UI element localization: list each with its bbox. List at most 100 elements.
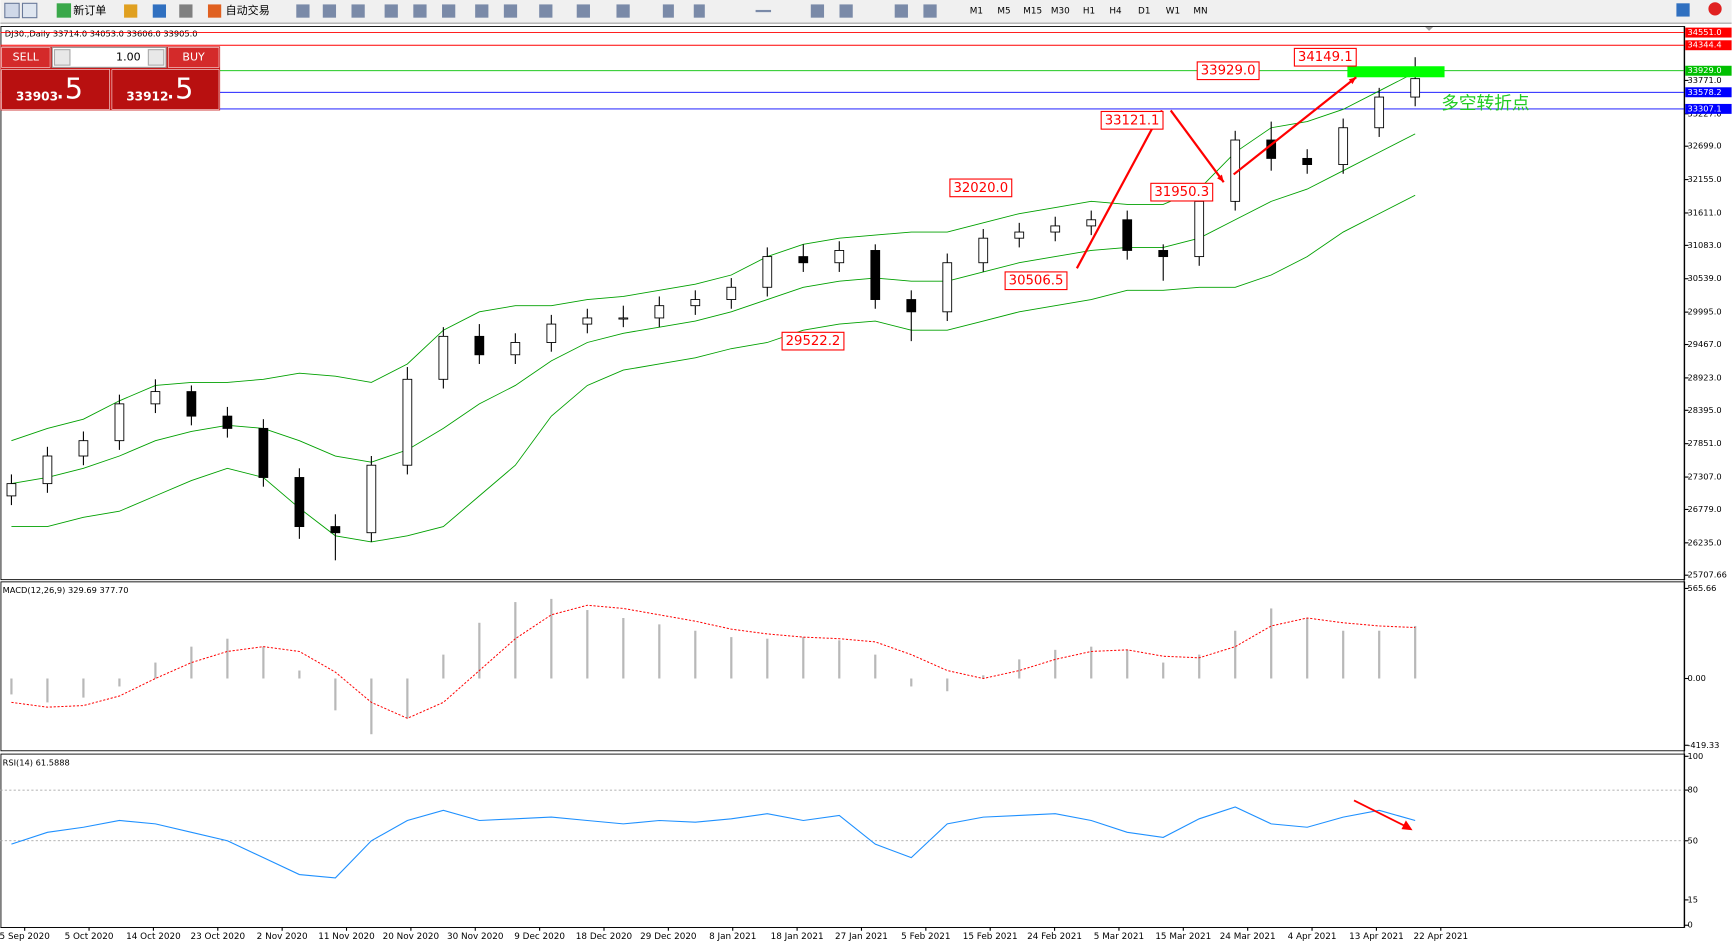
candle-body [438,335,449,380]
x-tick-label: 24 Mar 2021 [1220,932,1276,942]
timeframe-button[interactable]: MN [1193,7,1207,17]
tool-icon[interactable] [810,4,825,18]
candle-body [42,455,53,485]
timeframe-button[interactable]: W1 [1166,7,1180,17]
candle-body [618,317,629,320]
auto-trading-icon[interactable] [207,4,222,18]
candle-body [1338,127,1349,165]
candle-body [942,262,953,313]
macd-bar [1378,630,1381,679]
macd-bar [298,670,301,679]
price-annotation-box [1100,110,1164,130]
price-label: 33578.2 [1687,87,1721,97]
y-tick-label: 32699.0 [1687,141,1721,151]
macd-bar [154,662,157,679]
price-annotation-box [1004,271,1068,291]
price-label: 33929.0 [1687,65,1721,75]
tool-icon[interactable] [21,2,38,19]
buy-button[interactable] [167,47,220,68]
candle-body [582,317,593,325]
tool-icon[interactable] [322,4,337,18]
tool-icon[interactable] [662,4,674,18]
macd-bar [946,678,949,692]
x-tick-label: 18 Dec 2020 [576,932,633,942]
macd-bar [730,637,733,679]
buy-label: BUY [182,50,205,63]
tool-icon[interactable] [179,4,193,18]
tool-icon[interactable] [442,4,456,18]
lot-input[interactable] [51,46,167,68]
tool-icon[interactable] [413,4,427,18]
timeframe-button[interactable]: M5 [997,7,1010,17]
trend-arrow [1169,109,1225,183]
candle-body [906,299,917,313]
ask-fraction: .5 [166,72,193,106]
trend-arrow [1353,799,1408,828]
tool-icon[interactable] [894,4,908,18]
tool-icon[interactable] [152,4,167,18]
x-tick-label: 2 Nov 2020 [257,932,308,942]
timeframe-button[interactable]: M30 [1051,7,1070,17]
macd-bar [226,638,229,679]
price-annotation-box [1293,47,1357,67]
price-annotation: 30506.5 [1009,274,1064,289]
y-tick-label: 15 [1687,894,1698,904]
lot-down[interactable] [53,49,71,66]
macd-bar [874,654,877,679]
buy-price-box[interactable] [111,69,220,110]
tool-icon[interactable] [384,4,398,18]
macd-bar [46,678,49,703]
sell-button[interactable] [1,47,51,68]
timeframe-button[interactable]: M1 [970,7,983,17]
tool-icon[interactable] [351,4,365,18]
search-icon[interactable] [1676,3,1690,17]
candle-body [222,415,233,429]
new-order-icon[interactable] [56,3,72,18]
x-tick-label: 30 Nov 2020 [447,932,504,942]
candle-body [1158,250,1169,258]
tool-icon[interactable] [693,4,705,18]
macd-bar [442,654,445,679]
pane-title: RSI(14) 61.5888 [3,757,70,767]
auto-trading-button[interactable]: 自动交易 [226,3,270,17]
timeframe-button[interactable]: H1 [1083,7,1095,17]
macd-bar [10,678,13,695]
candle-body [1374,96,1385,129]
tool-icon[interactable] [4,2,20,19]
x-tick-label: 5 Oct 2020 [65,932,114,942]
candle-body [978,237,989,264]
macd-bar [1090,646,1093,679]
macd-bar [586,610,589,679]
bollinger-middle [11,133,1416,485]
tool-icon[interactable] [296,4,310,18]
candle-body [1194,200,1205,258]
tool-icon[interactable] [539,4,553,18]
sell-label: SELL [13,50,40,63]
tool-icon[interactable] [755,9,772,13]
candle-body [690,299,701,307]
y-tick-label: 26779.0 [1687,504,1721,514]
tool-icon[interactable] [839,4,853,18]
timeframe-button[interactable]: M15 [1023,7,1042,17]
macd-bar [1018,659,1021,679]
x-tick-label: 23 Oct 2020 [190,932,245,942]
tool-icon[interactable] [503,4,518,18]
timeframe-button[interactable]: D1 [1138,7,1150,17]
timeframe-button[interactable]: H4 [1109,7,1122,17]
tool-icon[interactable] [616,4,630,18]
notification-icon[interactable] [1708,2,1722,16]
bid-fraction: .5 [56,72,83,106]
tool-icon[interactable] [923,4,937,18]
tool-icon[interactable] [475,4,489,18]
y-tick-label: 100 [1687,751,1703,761]
new-order-button[interactable]: 新订单 [73,3,106,17]
candle-body [294,477,305,528]
lot-up[interactable] [147,49,165,66]
y-tick-label: 26235.0 [1687,537,1721,547]
tool-icon[interactable] [124,4,138,18]
tool-icon[interactable] [576,4,590,18]
sell-price-box[interactable] [1,69,110,110]
y-tick-label: 32155.0 [1687,174,1721,184]
